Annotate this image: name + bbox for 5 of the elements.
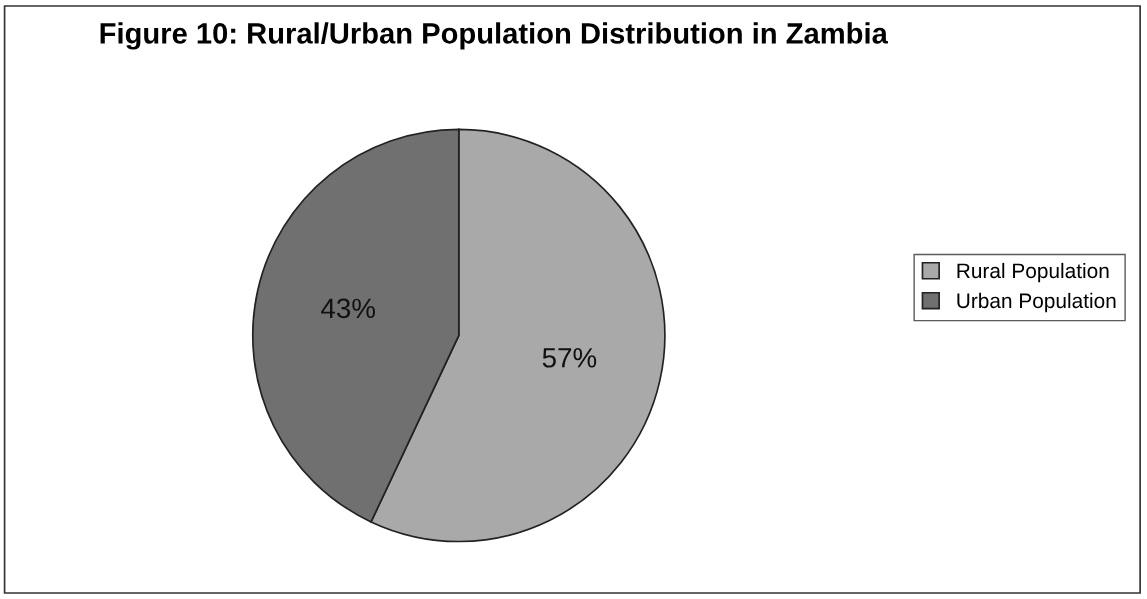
data-label: 57% — [542, 348, 597, 368]
legend-label: Urban Population — [957, 292, 1116, 313]
chart-title: Figure 10: Rural/Urban Population Distribution in Zambia — [100, 22, 888, 50]
legend-label: Rural Population — [957, 262, 1109, 283]
data-label: 43% — [321, 298, 376, 319]
